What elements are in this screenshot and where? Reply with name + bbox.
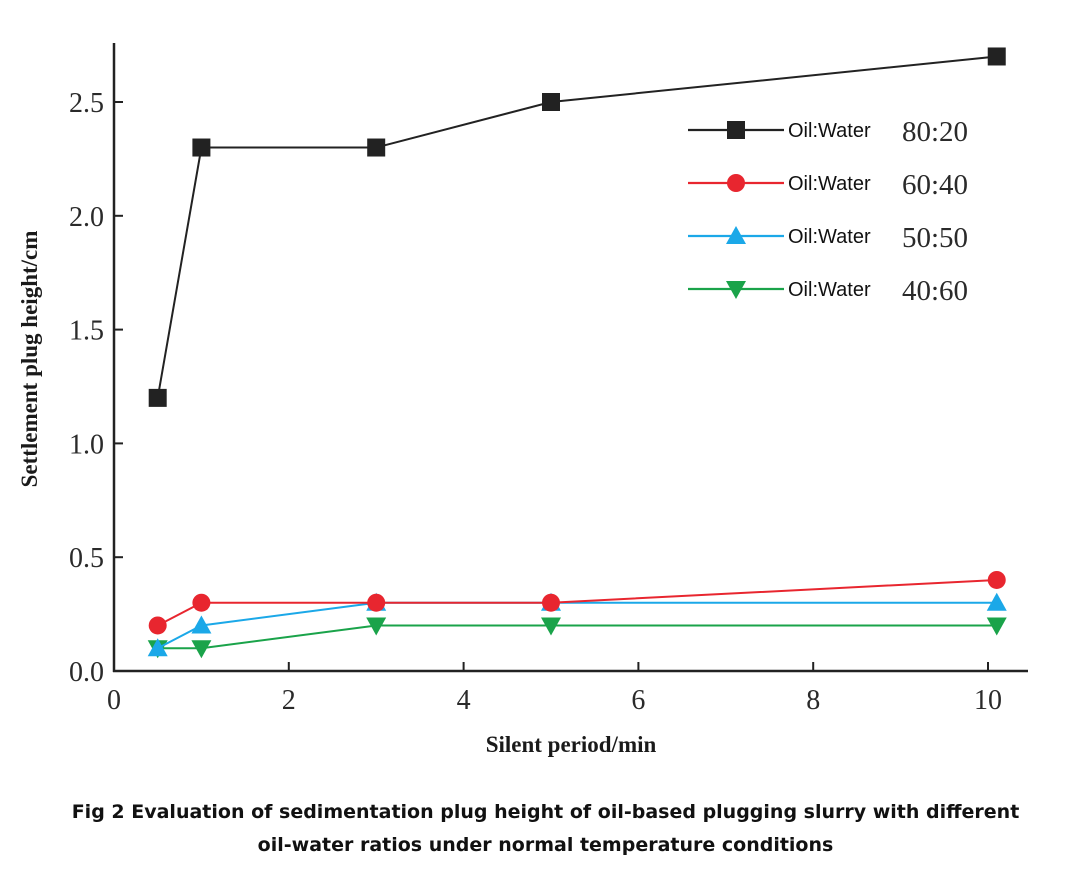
legend-entry-3: Oil:Water 50:50 [688, 222, 968, 254]
legend-label-ratio: 40:60 [902, 275, 968, 307]
series-4 [147, 617, 1007, 659]
legend-marker-circle [727, 174, 745, 192]
series-lines [147, 47, 1007, 659]
data-point-triangle-down [541, 617, 561, 636]
legend-marker-triangle-down [726, 281, 746, 299]
legend-label-ratio: 60:40 [902, 169, 968, 201]
data-point-square [987, 47, 1006, 66]
data-point-square [192, 138, 211, 157]
data-point-square [367, 138, 386, 157]
x-axis-title: Silent period/min [486, 732, 657, 757]
axes: 0 2 4 6 8 10 0.0 0.5 1.0 1.5 2.0 2.5 [69, 43, 1028, 716]
x-tick-label: 0 [107, 685, 121, 716]
x-tick-label: 4 [457, 685, 471, 716]
series-line [157, 624, 997, 650]
data-point-circle [987, 570, 1006, 589]
data-point-circle [367, 593, 386, 612]
data-point-triangle-down [366, 617, 387, 636]
x-tick-label: 8 [806, 685, 820, 716]
series-line [156, 55, 997, 399]
legend-label-prefix: Oil:Water [788, 226, 871, 248]
caption-line-2: oil-water ratios under normal temperatur… [257, 834, 834, 856]
legend-label-prefix: Oil:Water [788, 120, 871, 142]
y-tick-label: 2.5 [69, 88, 104, 119]
x-tick-label: 2 [282, 685, 296, 716]
data-point-circle [192, 593, 211, 612]
figure-caption: Fig 2 Evaluation of sedimentation plug h… [0, 796, 1091, 862]
legend-label-ratio: 80:20 [902, 116, 968, 148]
data-point-triangle-down [191, 640, 212, 659]
data-point-circle [148, 616, 167, 635]
data-point-square [148, 388, 167, 407]
data-point-triangle-down [986, 617, 1007, 636]
legend: Oil:Water 80:20 Oil:Water 60:40 Oil:Water 50:… [688, 116, 968, 307]
caption-line-1: Fig 2 Evaluation of sedimentation plug h… [71, 801, 1020, 823]
legend-entry-2: Oil:Water 60:40 [688, 169, 968, 201]
y-tick-label: 1.0 [69, 429, 104, 460]
legend-marker-square [727, 121, 745, 139]
data-point-triangle-up [147, 638, 168, 657]
y-axis-title: Settlement plug height/cm [17, 231, 42, 488]
legend-label-ratio: 50:50 [902, 222, 968, 254]
x-tick-label: 6 [631, 685, 645, 716]
series-1 [148, 47, 1006, 407]
legend-marker-triangle-up [726, 226, 746, 244]
legend-entry-4: Oil:Water 40:60 [688, 275, 968, 307]
legend-entry-1: Oil:Water 80:20 [688, 116, 968, 148]
y-tick-label: 1.5 [69, 316, 104, 347]
legend-label-prefix: Oil:Water [788, 279, 871, 301]
data-point-triangle-up [191, 615, 212, 634]
y-tick-label: 0.0 [69, 657, 104, 688]
y-tick-label: 2.0 [69, 202, 104, 233]
data-point-triangle-up [986, 592, 1007, 611]
line-chart: 0 2 4 6 8 10 0.0 0.5 1.0 1.5 2.0 2.5 Oil:Water 80:20… [17, 43, 1028, 757]
y-tick-label: 0.5 [69, 543, 104, 574]
data-point-square [542, 93, 560, 111]
x-tick-label: 10 [974, 685, 1002, 716]
legend-label-prefix: Oil:Water [788, 173, 871, 195]
series-2 [148, 570, 1006, 635]
data-point-circle [542, 593, 560, 612]
